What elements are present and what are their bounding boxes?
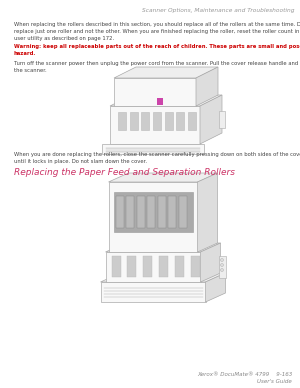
Polygon shape bbox=[190, 256, 200, 277]
Polygon shape bbox=[141, 112, 149, 130]
Polygon shape bbox=[200, 95, 222, 144]
Polygon shape bbox=[106, 243, 220, 252]
Circle shape bbox=[220, 268, 224, 272]
Circle shape bbox=[220, 263, 224, 267]
Polygon shape bbox=[147, 196, 155, 228]
Polygon shape bbox=[157, 98, 163, 105]
Polygon shape bbox=[100, 273, 226, 282]
Polygon shape bbox=[136, 196, 145, 228]
Text: Warning: keep all replaceable parts out of the reach of children. These parts ar: Warning: keep all replaceable parts out … bbox=[14, 44, 300, 56]
Polygon shape bbox=[110, 95, 222, 106]
Polygon shape bbox=[112, 256, 121, 277]
Polygon shape bbox=[178, 196, 187, 228]
Polygon shape bbox=[159, 256, 168, 277]
Text: Scanner Options, Maintenance and Troubleshooting: Scanner Options, Maintenance and Trouble… bbox=[142, 8, 295, 13]
Polygon shape bbox=[143, 256, 152, 277]
Polygon shape bbox=[206, 273, 226, 302]
Polygon shape bbox=[118, 112, 126, 130]
Polygon shape bbox=[106, 252, 200, 282]
Text: When you are done replacing the rollers, close the scanner carefully pressing do: When you are done replacing the rollers,… bbox=[14, 152, 300, 164]
Polygon shape bbox=[114, 67, 218, 78]
Polygon shape bbox=[127, 256, 136, 277]
Polygon shape bbox=[114, 78, 196, 106]
Polygon shape bbox=[109, 173, 218, 182]
Polygon shape bbox=[126, 196, 134, 228]
Polygon shape bbox=[218, 256, 226, 278]
Text: When replacing the rollers described in this section, you should replace all of : When replacing the rollers described in … bbox=[14, 22, 300, 41]
Circle shape bbox=[220, 258, 224, 262]
Polygon shape bbox=[130, 112, 138, 130]
Text: Xerox® DocuMate® 4799    9-163
User's Guide: Xerox® DocuMate® 4799 9-163 User's Guide bbox=[197, 372, 292, 384]
Text: Replacing the Paper Feed and Separation Rollers: Replacing the Paper Feed and Separation … bbox=[14, 168, 235, 177]
Polygon shape bbox=[176, 112, 184, 130]
Text: Turn off the scanner power then unplug the power cord from the scanner. Pull the: Turn off the scanner power then unplug t… bbox=[14, 61, 300, 73]
Polygon shape bbox=[102, 144, 204, 154]
Polygon shape bbox=[113, 192, 193, 232]
Polygon shape bbox=[165, 112, 173, 130]
Polygon shape bbox=[200, 243, 220, 282]
Polygon shape bbox=[158, 196, 166, 228]
Polygon shape bbox=[153, 112, 161, 130]
Polygon shape bbox=[196, 67, 218, 106]
Polygon shape bbox=[100, 282, 206, 302]
Polygon shape bbox=[219, 111, 225, 128]
Polygon shape bbox=[109, 182, 197, 252]
Polygon shape bbox=[175, 256, 184, 277]
Polygon shape bbox=[116, 196, 124, 228]
Polygon shape bbox=[110, 106, 200, 144]
Polygon shape bbox=[188, 112, 196, 130]
Polygon shape bbox=[168, 196, 176, 228]
Polygon shape bbox=[197, 173, 218, 252]
